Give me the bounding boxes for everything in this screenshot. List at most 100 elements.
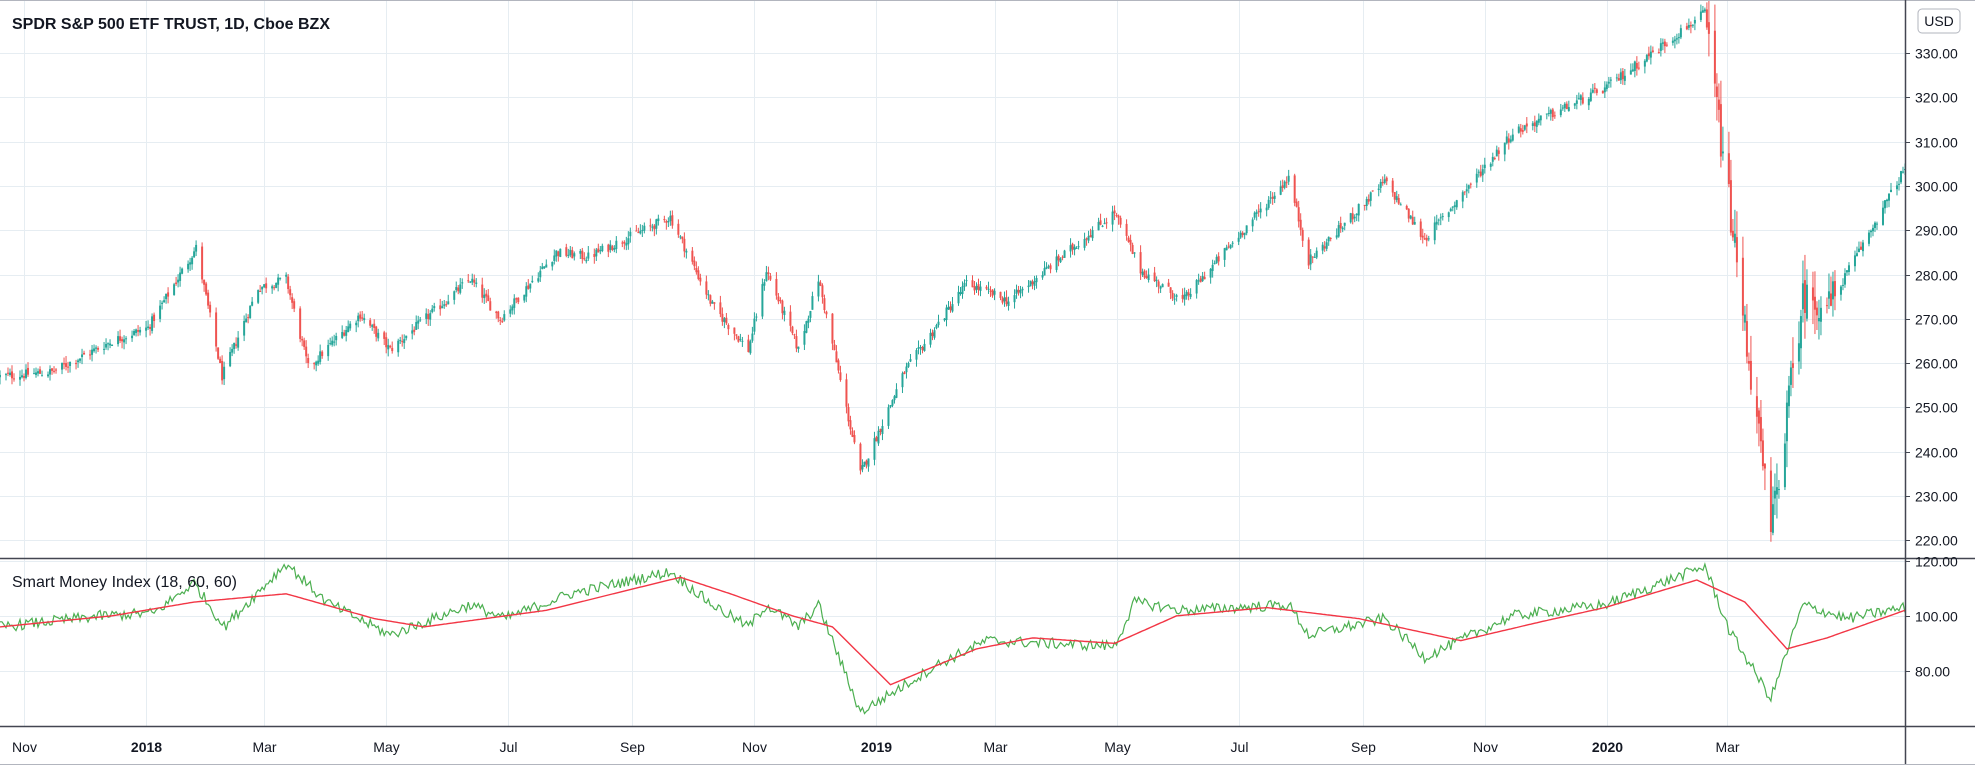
candle-up <box>1897 177 1900 191</box>
candle-up <box>261 286 264 295</box>
candle-up <box>135 328 138 337</box>
candle-up <box>133 329 136 336</box>
candle-down <box>1553 111 1556 119</box>
candle-up <box>1357 203 1360 222</box>
candle-up <box>1209 267 1212 284</box>
candle-up <box>599 246 602 255</box>
candle-up <box>1237 231 1240 246</box>
candle-up <box>161 300 164 310</box>
candle-up <box>1337 220 1340 238</box>
candle-up <box>187 260 190 273</box>
candle-down <box>831 313 834 351</box>
candle-down <box>1351 207 1354 225</box>
candle-down <box>497 310 500 323</box>
candle-down <box>767 266 770 281</box>
candle-down <box>1071 242 1074 255</box>
candle-down <box>375 325 378 342</box>
candle-up <box>1003 291 1006 307</box>
candle-down <box>663 215 666 223</box>
candle-up <box>433 302 436 312</box>
candle-up <box>609 240 612 253</box>
candle-down <box>1127 235 1130 243</box>
candle-up <box>503 310 506 322</box>
candle-up <box>315 360 318 372</box>
candle-up <box>891 399 894 408</box>
candle-up <box>1369 191 1372 207</box>
candle-up <box>1029 280 1032 287</box>
candle-up <box>1427 235 1430 242</box>
candle-down <box>527 279 530 290</box>
candle-down <box>27 362 30 377</box>
candle-down <box>445 301 448 307</box>
candle-up <box>1847 262 1850 276</box>
candle-up <box>1007 296 1010 311</box>
candle-down <box>1419 218 1422 241</box>
candle-up <box>539 265 542 282</box>
candle-up <box>1607 76 1610 88</box>
candle-up <box>285 272 288 284</box>
candle-down <box>121 336 124 349</box>
candle-up <box>909 353 912 363</box>
candle-up <box>251 297 254 307</box>
candle-up <box>1243 232 1246 240</box>
candle-up <box>1545 113 1548 120</box>
candle-down <box>495 310 498 319</box>
candle-up <box>1771 486 1774 536</box>
candle-down <box>1169 287 1172 300</box>
candle-up <box>1321 242 1324 255</box>
candle-up <box>1259 202 1262 219</box>
candle-down <box>1293 173 1296 207</box>
candle-up <box>1673 35 1676 49</box>
candle-up <box>93 344 96 353</box>
candle-up <box>1409 214 1412 220</box>
candle-down <box>207 289 210 309</box>
price-tick-label: 220.00 <box>1915 533 1958 549</box>
candle-up <box>615 236 618 254</box>
candle-down <box>847 403 850 427</box>
currency-button[interactable]: USD <box>1917 8 1961 34</box>
candle-down <box>303 337 306 350</box>
x-tick-label: Mar <box>252 739 276 755</box>
candle-up <box>355 320 358 333</box>
candle-down <box>737 335 740 343</box>
candle-up <box>579 248 582 259</box>
candle-down <box>593 248 596 264</box>
candle-down <box>1397 194 1400 205</box>
candle-up <box>601 243 604 253</box>
candle-up <box>1335 228 1338 240</box>
candle-down <box>1391 178 1394 197</box>
candle-up <box>1161 283 1164 288</box>
candle-up <box>1043 261 1046 276</box>
candle-down <box>205 281 208 296</box>
candle-down <box>557 250 560 262</box>
candle-down <box>1717 83 1720 123</box>
candle-up <box>1827 273 1830 310</box>
candle-down <box>313 362 316 370</box>
candle-up <box>1509 135 1512 144</box>
candle-up <box>1883 199 1886 214</box>
candle-up <box>1399 202 1402 206</box>
candle-up <box>1547 106 1550 117</box>
candle-up <box>1649 45 1652 65</box>
candle-up <box>1633 60 1636 78</box>
candle-up <box>739 333 742 342</box>
x-tick-label: Mar <box>1715 739 1739 755</box>
candle-down <box>1385 176 1388 186</box>
candle-up <box>1805 269 1808 322</box>
candle-down <box>167 287 170 304</box>
candle-up <box>231 344 234 357</box>
candle-up <box>1155 276 1158 288</box>
candle-down <box>713 302 716 310</box>
x-tick-label: Nov <box>12 739 37 755</box>
candle-down <box>1731 218 1734 241</box>
candle-up <box>275 282 278 289</box>
candle-down <box>879 428 882 436</box>
candle-down <box>1125 219 1128 241</box>
candle-up <box>277 273 280 292</box>
candle-down <box>735 334 738 340</box>
candle-down <box>39 366 42 374</box>
candle-up <box>1609 76 1612 88</box>
candle-up <box>961 281 964 299</box>
candle-down <box>1099 213 1102 226</box>
candle-down <box>307 353 310 369</box>
